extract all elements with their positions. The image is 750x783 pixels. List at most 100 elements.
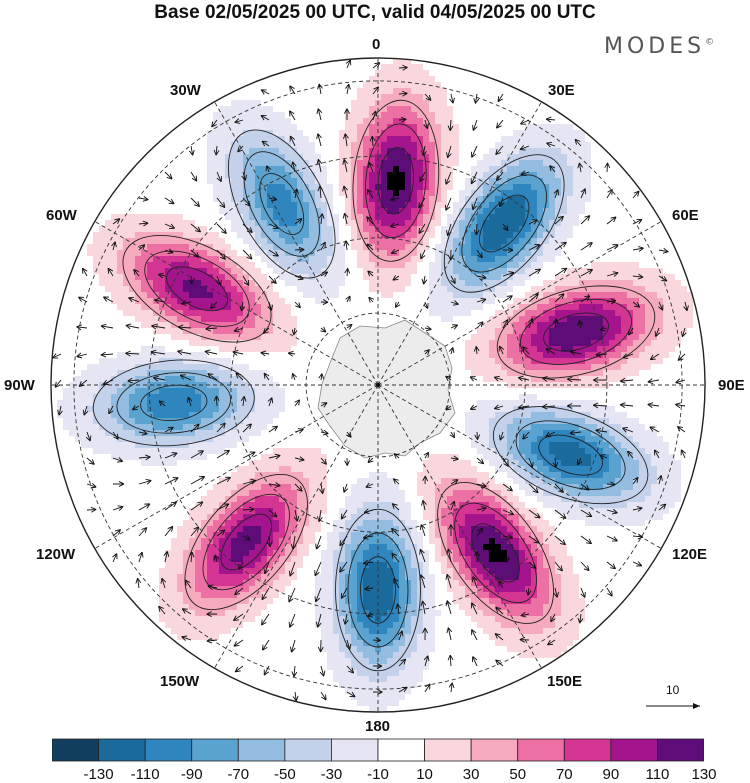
field-cell <box>621 268 628 275</box>
field-cell <box>303 172 310 179</box>
field-cell <box>87 310 94 317</box>
field-cell <box>639 352 646 359</box>
field-cell <box>243 304 250 311</box>
field-cell <box>507 136 514 143</box>
field-cell <box>591 334 598 341</box>
field-cell <box>183 172 190 179</box>
field-cell <box>171 184 178 191</box>
field-cell <box>399 214 406 221</box>
field-cell <box>411 304 418 311</box>
field-cell <box>81 370 88 377</box>
field-cell <box>219 118 226 125</box>
field-cell <box>267 124 274 131</box>
field-cell <box>627 256 634 263</box>
field-cell <box>471 274 478 281</box>
field-cell <box>201 226 208 233</box>
field-cell <box>669 274 676 281</box>
field-cell <box>345 256 352 263</box>
field-cell <box>561 304 568 311</box>
field-cell <box>555 166 562 173</box>
field-cell <box>327 310 334 317</box>
field-cell <box>627 370 634 377</box>
field-cell <box>651 244 658 251</box>
field-cell <box>189 214 196 221</box>
field-cell <box>495 358 502 365</box>
field-cell <box>279 340 286 347</box>
field-cell <box>243 100 250 107</box>
field-cell <box>105 298 112 305</box>
field-cell <box>363 118 370 125</box>
field-cell <box>489 178 496 185</box>
field-cell <box>99 304 106 311</box>
field-cell <box>489 244 496 251</box>
field-cell <box>507 112 514 119</box>
field-cell <box>273 100 280 107</box>
field-cell <box>675 322 682 329</box>
field-cell <box>483 298 490 305</box>
field-cell <box>453 376 460 383</box>
field-cell <box>123 244 130 251</box>
field-cell <box>345 154 352 161</box>
field-cell <box>561 370 568 377</box>
field-cell <box>423 184 430 191</box>
field-cell <box>321 334 328 341</box>
field-cell <box>567 280 574 287</box>
field-cell <box>345 112 352 119</box>
field-cell <box>261 196 268 203</box>
field-cell <box>645 346 652 353</box>
field-cell <box>327 76 334 83</box>
field-cell <box>525 358 532 365</box>
field-cell <box>465 178 472 185</box>
field-cell <box>117 364 124 371</box>
field-cell <box>627 364 634 371</box>
field-cell <box>93 322 100 329</box>
field-cell <box>507 130 514 137</box>
field-cell <box>183 214 190 221</box>
field-cell <box>279 202 286 209</box>
field-cell <box>573 172 580 179</box>
field-cell <box>429 154 436 161</box>
field-cell <box>513 322 520 329</box>
field-cell <box>645 316 652 323</box>
field-cell <box>687 358 694 365</box>
field-cell <box>285 112 292 119</box>
field-cell <box>243 196 250 203</box>
field-cell <box>285 214 292 221</box>
field-cell <box>411 238 418 245</box>
field-cell <box>279 280 286 287</box>
field-cell <box>525 352 532 359</box>
field-cell <box>459 274 466 281</box>
field-cell <box>447 112 454 119</box>
field-cell <box>387 304 394 311</box>
field-cell <box>327 154 334 161</box>
field-cell <box>507 238 514 245</box>
field-cell <box>417 262 424 269</box>
field-cell <box>585 166 592 173</box>
field-cell <box>87 352 94 359</box>
field-cell <box>543 310 550 317</box>
field-cell <box>417 94 424 101</box>
field-cell <box>105 244 112 251</box>
field-cell <box>615 376 622 383</box>
field-cell <box>429 304 436 311</box>
field-cell <box>423 226 430 233</box>
field-cell <box>531 370 538 377</box>
field-cell <box>609 292 616 299</box>
field-cell <box>63 316 70 323</box>
field-cell <box>225 130 232 137</box>
field-cell <box>225 172 232 179</box>
field-cell <box>459 286 466 293</box>
field-cell <box>123 364 130 371</box>
field-cell <box>225 226 232 233</box>
field-cell <box>105 220 112 227</box>
field-cell <box>429 256 436 263</box>
field-cell <box>459 388 466 395</box>
field-cell <box>519 160 526 167</box>
field-cell <box>393 112 400 119</box>
field-cell <box>411 106 418 113</box>
field-cell <box>291 106 298 113</box>
field-cell <box>243 154 250 161</box>
field-cell <box>405 154 412 161</box>
field-cell <box>567 124 574 131</box>
field-cell <box>99 226 106 233</box>
